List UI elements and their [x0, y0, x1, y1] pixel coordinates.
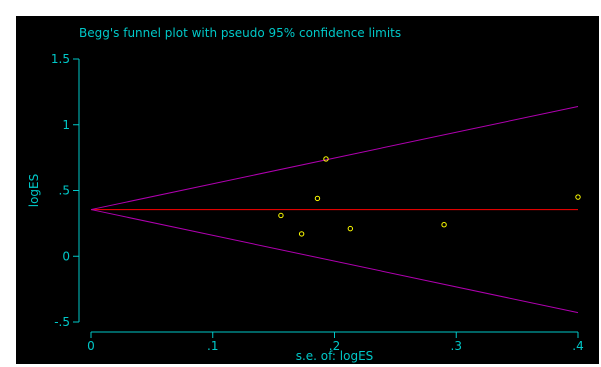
plot-area: Begg's funnel plot with pseudo 95% confi…	[16, 16, 599, 364]
reference-lines	[90, 105, 579, 314]
x-tick-label-0: 0	[87, 339, 95, 353]
study-point-5	[441, 221, 447, 228]
funnel-plot: Begg's funnel plot with pseudo 95% confi…	[27, 26, 584, 363]
y-tick-label-3: 1	[62, 118, 70, 132]
study-point-6	[575, 194, 581, 200]
study-point-0	[278, 212, 284, 219]
study-point-2	[314, 195, 321, 202]
y-tick-label-0: -.5	[54, 315, 70, 329]
y-axis-label: logES	[27, 174, 41, 208]
chart-title: Begg's funnel plot with pseudo 95% confi…	[79, 26, 401, 40]
x-tick-label-1: .1	[207, 339, 218, 353]
study-point-1	[298, 231, 305, 237]
upper-confidence-limit-line	[90, 105, 579, 211]
y-tick-label-2: .5	[59, 184, 70, 198]
y-tick-label-1: 0	[62, 249, 70, 263]
lower-confidence-limit-line	[90, 209, 579, 314]
x-tick-label-2: .2	[329, 339, 340, 353]
axes: -.5 0 .5 1 1.5 0 .1 .2 .3 .4	[51, 52, 584, 353]
y-tick-label-4: 1.5	[51, 52, 70, 66]
study-points	[278, 156, 581, 237]
x-tick-label-3: .3	[451, 339, 462, 353]
study-point-3	[323, 156, 329, 162]
study-point-4	[347, 225, 354, 232]
x-tick-label-4: .4	[572, 339, 583, 353]
x-axis-label: s.e. of: logES	[296, 349, 374, 363]
